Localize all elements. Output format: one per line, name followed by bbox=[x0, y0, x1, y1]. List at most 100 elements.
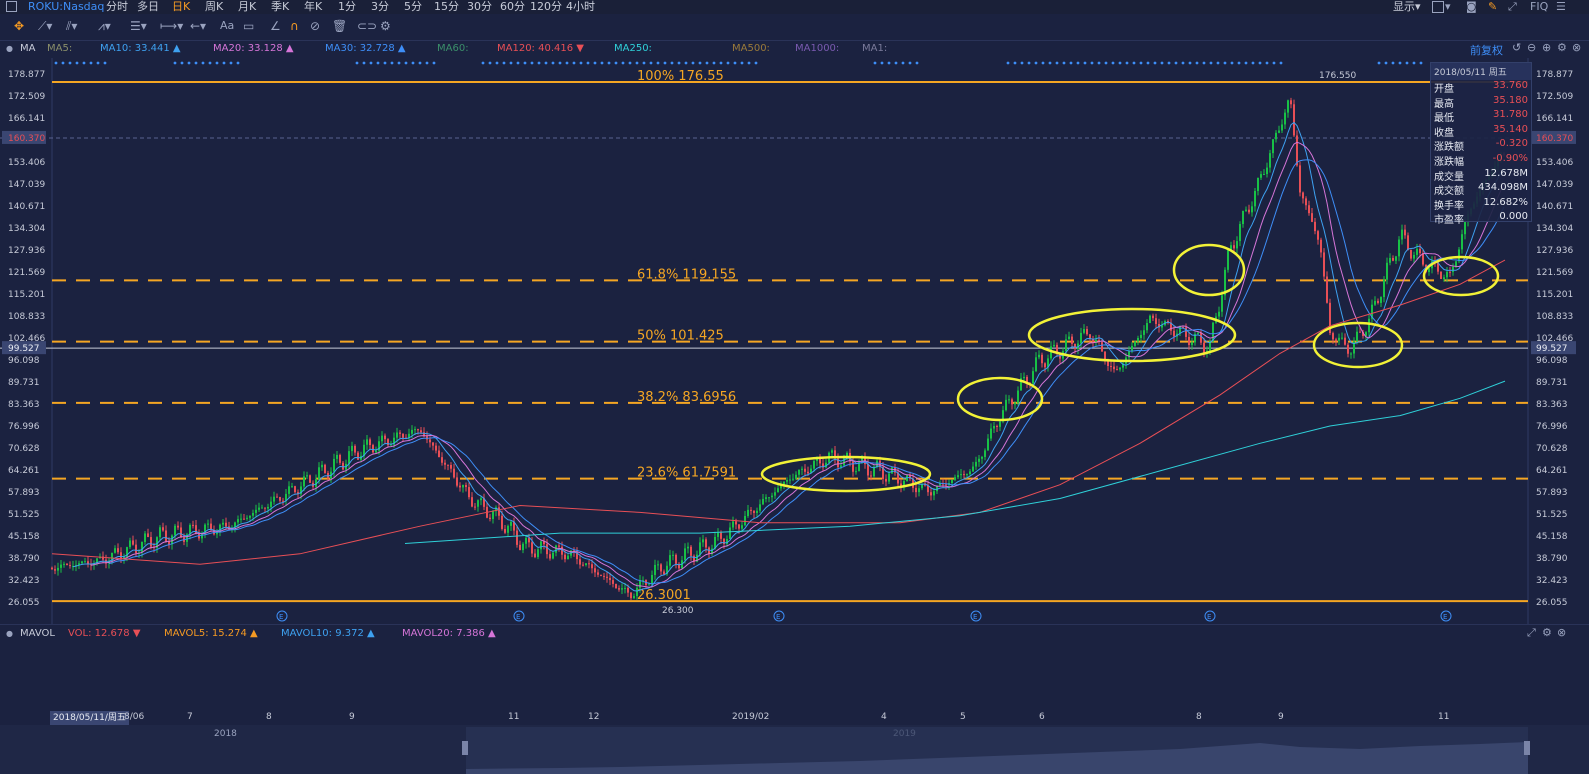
channel-tool-icon[interactable]: ⫽▾ bbox=[66, 19, 78, 33]
price-axis-label-left: 115.201 bbox=[8, 290, 45, 300]
settings-icon[interactable]: ⚙ bbox=[380, 19, 391, 33]
period-tab[interactable]: 周K bbox=[205, 0, 224, 13]
range-navigator[interactable]: 2018 2019 bbox=[0, 725, 1589, 774]
magnet-icon[interactable]: ∩ bbox=[290, 19, 299, 33]
expand-icon[interactable]: ⤢ bbox=[1527, 626, 1536, 639]
ma-item[interactable]: MA500: bbox=[732, 43, 770, 54]
highlight-ellipse[interactable] bbox=[1312, 321, 1404, 369]
symbol-label[interactable]: ROKU:Nasdaq bbox=[28, 0, 105, 13]
ma-item[interactable]: MA1: bbox=[862, 43, 888, 54]
ma-item[interactable]: MA10: 33.441 ▲ bbox=[100, 43, 181, 54]
wave-tool-icon[interactable]: ⩘▾ bbox=[98, 19, 111, 33]
navigator-preview bbox=[462, 727, 1530, 774]
checkbox-icon[interactable] bbox=[1432, 1, 1444, 13]
candle-body bbox=[306, 475, 308, 477]
measure-tool-icon[interactable]: ⟼▾ bbox=[160, 19, 184, 33]
signal-dot bbox=[201, 61, 205, 65]
text-tool-icon[interactable]: Aa bbox=[220, 19, 235, 32]
adjust-button[interactable]: 前复权 bbox=[1470, 44, 1503, 57]
candle-body bbox=[69, 565, 71, 567]
highlight-ellipse[interactable] bbox=[1027, 307, 1237, 363]
period-tab[interactable]: 年K bbox=[304, 0, 323, 13]
earnings-marker-icon[interactable] bbox=[276, 610, 288, 622]
price-chart[interactable]: 178.877 178.877 172.509 172.509 166.141 166.1… bbox=[0, 58, 1589, 624]
candle-body bbox=[729, 527, 731, 539]
ma-item[interactable]: MA60: bbox=[437, 43, 469, 54]
signal-dot bbox=[544, 61, 548, 65]
fib-tool-icon[interactable]: ☰▾ bbox=[130, 19, 147, 33]
period-tab[interactable]: 多日 bbox=[137, 0, 159, 13]
earnings-marker-icon[interactable] bbox=[1204, 610, 1216, 622]
info-value: -0.90% bbox=[1492, 152, 1528, 164]
trash-icon[interactable]: 🗑 bbox=[332, 19, 348, 33]
close-icon[interactable]: ⊗ bbox=[1572, 41, 1582, 54]
info-key: 涨跌幅 bbox=[1434, 156, 1464, 168]
collapse-icon[interactable]: ● bbox=[6, 629, 13, 638]
plus-icon[interactable]: ⊕ bbox=[1542, 41, 1552, 54]
period-tab[interactable]: 120分 bbox=[530, 0, 562, 13]
period-tab[interactable]: 30分 bbox=[467, 0, 492, 13]
signal-dot bbox=[614, 61, 618, 65]
ma-item[interactable]: MA30: 32.728 ▲ bbox=[325, 43, 406, 54]
layout-icon[interactable] bbox=[6, 1, 17, 12]
link-icon[interactable]: ⊂⊃ bbox=[357, 19, 378, 33]
period-tab[interactable]: 3分 bbox=[371, 0, 389, 13]
candle-body bbox=[579, 559, 581, 565]
list-icon[interactable]: ☰ bbox=[1556, 0, 1566, 13]
vol-item[interactable]: MAVOL5: 15.274 ▲ bbox=[164, 628, 258, 639]
period-tab[interactable]: 1分 bbox=[338, 0, 356, 13]
display-menu[interactable]: 显示▾ bbox=[1393, 0, 1421, 13]
earnings-marker-icon[interactable] bbox=[970, 610, 982, 622]
vol-item[interactable]: MAVOL10: 9.372 ▲ bbox=[281, 628, 375, 639]
candle-body bbox=[1410, 249, 1412, 259]
period-tab[interactable]: 5分 bbox=[404, 0, 422, 13]
ma-item[interactable]: MA1000: bbox=[795, 43, 840, 54]
ma-item[interactable]: MA5: bbox=[47, 43, 73, 54]
signal-dot bbox=[54, 61, 58, 65]
ma-item[interactable]: MA250: bbox=[614, 43, 652, 54]
settings-icon[interactable]: ⚙ bbox=[1542, 626, 1552, 639]
settings-icon[interactable]: ⚙ bbox=[1557, 41, 1567, 54]
period-tab[interactable]: 4小时 bbox=[566, 0, 595, 13]
low-annotation: 26.300 bbox=[662, 606, 694, 616]
period-tab[interactable]: 分时 bbox=[106, 0, 128, 13]
vol-item[interactable]: MAVOL20: 7.386 ▲ bbox=[402, 628, 496, 639]
highlight-ellipse[interactable] bbox=[956, 376, 1044, 422]
highlight-ellipse[interactable] bbox=[1172, 243, 1246, 297]
hide-icon[interactable]: ⊘ bbox=[310, 19, 321, 33]
pencil-icon[interactable]: ✎ bbox=[1488, 0, 1498, 13]
highlight-ellipse[interactable] bbox=[760, 455, 932, 493]
candle-body bbox=[489, 517, 491, 519]
candle-body bbox=[1047, 358, 1049, 368]
earnings-marker-icon[interactable] bbox=[773, 610, 785, 622]
vol-item[interactable]: VOL: 12.678 ▼ bbox=[68, 628, 141, 639]
period-tab[interactable]: 60分 bbox=[500, 0, 525, 13]
period-tab[interactable]: 15分 bbox=[434, 0, 459, 13]
candle-body bbox=[1275, 132, 1277, 140]
comment-tool-icon[interactable]: ▭ bbox=[243, 19, 255, 33]
line-tool-icon[interactable]: ⟋▾ bbox=[38, 19, 53, 33]
chevron-down-icon[interactable]: ▾ bbox=[1445, 0, 1451, 13]
candle-body bbox=[1266, 167, 1268, 175]
navigator-handle-left[interactable] bbox=[462, 741, 468, 755]
crosshair-icon[interactable]: ✥ bbox=[14, 19, 25, 33]
minus-icon[interactable]: ⊖ bbox=[1527, 41, 1537, 54]
ruler-icon[interactable]: ∠ bbox=[270, 19, 281, 33]
period-tab[interactable]: 月K bbox=[238, 0, 257, 13]
arrow-tool-icon[interactable]: ←▾ bbox=[190, 19, 207, 33]
collapse-icon[interactable]: ● bbox=[6, 44, 13, 53]
earnings-marker-icon[interactable] bbox=[1440, 610, 1452, 622]
reset-icon[interactable]: ↺ bbox=[1512, 41, 1522, 54]
signal-dot bbox=[61, 61, 65, 65]
navigator-handle-right[interactable] bbox=[1524, 741, 1530, 755]
period-tab[interactable]: 日K bbox=[172, 0, 191, 13]
ma-item[interactable]: MA120: 40.416 ▼ bbox=[497, 43, 584, 54]
ma-item[interactable]: MA20: 33.128 ▲ bbox=[213, 43, 294, 54]
highlight-ellipse[interactable] bbox=[1422, 255, 1500, 297]
fullscreen-icon[interactable]: ⤢ bbox=[1508, 0, 1517, 13]
fq-button[interactable]: FIQ bbox=[1530, 0, 1549, 13]
camera-icon[interactable]: ◙ bbox=[1466, 0, 1477, 13]
period-tab[interactable]: 季K bbox=[271, 0, 290, 13]
close-icon[interactable]: ⊗ bbox=[1557, 626, 1567, 639]
earnings-marker-icon[interactable] bbox=[513, 610, 525, 622]
